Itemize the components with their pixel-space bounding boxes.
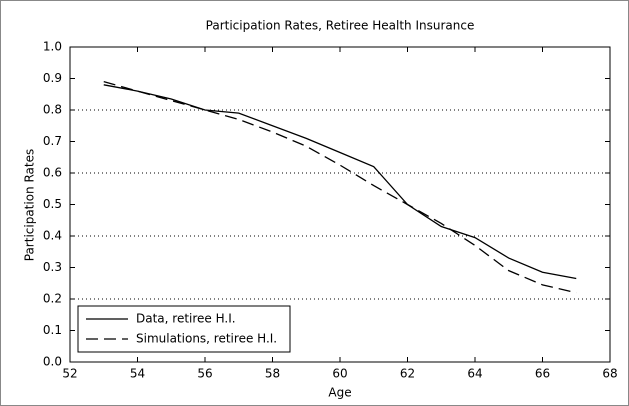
x-tick-label: 62 [400, 367, 415, 381]
line-series [103, 81, 577, 294]
x-tick-label: 66 [535, 367, 550, 381]
line-series [103, 84, 577, 280]
x-tick-label: 56 [197, 367, 212, 381]
x-tick-label: 60 [332, 367, 347, 381]
x-tick-label: 58 [265, 367, 280, 381]
y-tick-label: 0.3 [43, 260, 62, 274]
y-tick-label: 0.8 [43, 103, 62, 117]
y-tick-label: 0.7 [43, 134, 62, 148]
x-tick-label: 64 [467, 367, 482, 381]
y-tick-label: 0.1 [43, 323, 62, 337]
y-tick-label: 0.6 [43, 166, 62, 180]
x-tick-label: 54 [130, 367, 145, 381]
y-tick-label: 0.2 [43, 292, 62, 306]
y-tick-label: 0.5 [43, 197, 62, 211]
chart-title: Participation Rates, Retiree Health Insu… [206, 19, 475, 33]
y-tick-label: 0.9 [43, 71, 62, 85]
x-axis-label: Age [328, 386, 351, 400]
legend-box [77, 305, 291, 353]
y-tick-label: 0.4 [43, 229, 62, 243]
x-tick-label: 52 [62, 367, 77, 381]
x-tick-label: 68 [602, 367, 617, 381]
y-axis-label: Participation Rates [23, 149, 37, 262]
legend-label: Simulations, retiree H.I. [136, 332, 277, 346]
legend-label: Data, retiree H.I. [136, 312, 236, 326]
y-tick-label: 0.0 [43, 355, 62, 369]
y-tick-label: 1.0 [43, 40, 62, 54]
